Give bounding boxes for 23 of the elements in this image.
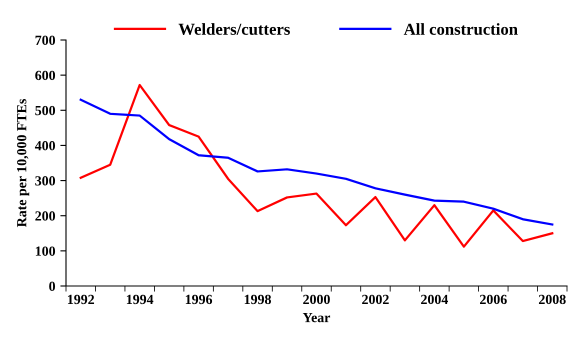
x-tick-label: 2004 xyxy=(421,294,448,304)
y-tick-label: 600 xyxy=(35,70,56,80)
y-tick-label: 300 xyxy=(35,176,56,186)
x-tick-label: 1998 xyxy=(244,294,271,304)
y-tick-label: 0 xyxy=(49,282,56,291)
x-tick-label: 2000 xyxy=(303,294,330,304)
y-tick-label: 500 xyxy=(35,106,56,116)
y-tick-label: 200 xyxy=(35,211,56,221)
y-tick-label: 100 xyxy=(36,246,56,256)
line-series xyxy=(80,84,554,248)
x-tick-label: 1996 xyxy=(186,294,212,304)
y-tick-label: 700 xyxy=(36,36,56,45)
x-tick-label: 2008 xyxy=(538,294,566,304)
x-tick-label: 2006 xyxy=(480,294,507,304)
line-series xyxy=(80,98,554,226)
y-axis-title: Rate per 10,000 FTEs xyxy=(17,99,30,228)
x-tick-label: 2002 xyxy=(362,294,389,304)
legend-label: Welders/cutters xyxy=(178,23,290,35)
legend-label: All construction xyxy=(404,23,518,35)
x-axis-title: Year xyxy=(302,313,330,322)
x-tick-label: 1994 xyxy=(126,294,154,304)
x-tick-label: 1992 xyxy=(68,294,94,304)
y-tick-label: 400 xyxy=(34,141,56,150)
